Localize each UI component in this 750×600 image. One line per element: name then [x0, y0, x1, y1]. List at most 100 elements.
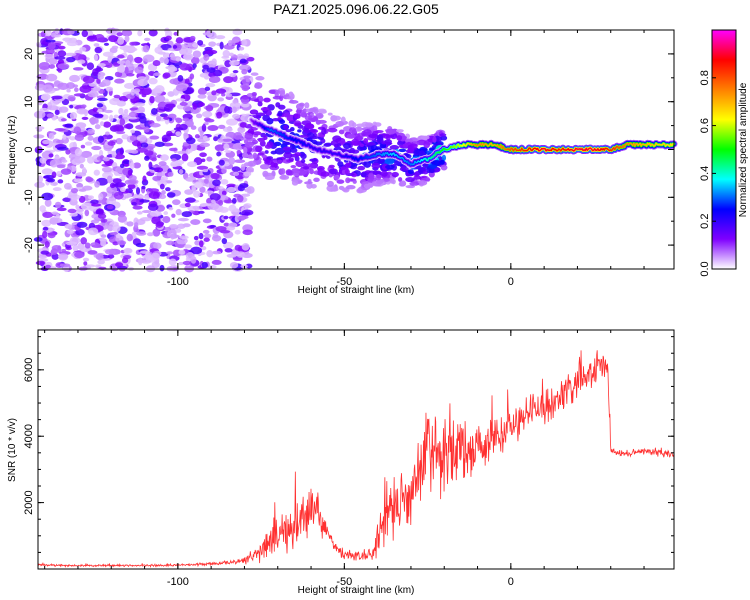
heatmap-cell — [82, 75, 95, 84]
heatmap-cell — [154, 85, 165, 94]
heatmap-cell — [35, 126, 45, 130]
heatmap-cell — [238, 46, 245, 51]
heatmap-cell — [384, 139, 393, 144]
heatmap-cell — [399, 166, 409, 172]
heatmap-cell — [169, 147, 178, 152]
heatmap-cell — [215, 225, 227, 232]
heatmap-cell — [218, 159, 225, 166]
heatmap-cell — [357, 165, 366, 171]
heatmap-cell — [216, 111, 223, 119]
heatmap-cell — [303, 166, 310, 170]
heatmap-cell — [41, 192, 54, 201]
heatmap-cell — [230, 39, 240, 44]
heatmap-cell — [84, 141, 93, 146]
heatmap-cell — [40, 250, 50, 255]
heatmap-cell — [206, 156, 213, 162]
heatmap-cell — [127, 183, 136, 190]
heatmap-cell — [354, 126, 363, 132]
heatmap-cell — [241, 152, 249, 159]
heatmap-cell — [115, 233, 121, 239]
heatmap-cell — [345, 162, 352, 168]
colorbar-gradient — [712, 30, 736, 269]
heatmap-cell — [123, 247, 133, 254]
heatmap-cell — [368, 133, 378, 139]
heatmap-cell — [126, 233, 133, 242]
heatmap-cell — [183, 132, 189, 137]
heatmap-cell — [58, 106, 69, 113]
heatmap-cell — [122, 192, 133, 199]
heatmap-cell — [79, 46, 87, 52]
heatmap-cell — [153, 242, 162, 250]
heatmap-cell — [119, 118, 126, 126]
heatmap-cell — [240, 193, 251, 197]
heatmap-cell — [140, 142, 149, 148]
heatmap-cell — [51, 211, 59, 215]
heatmap-cell — [328, 164, 335, 168]
heatmap-cell — [278, 119, 286, 125]
heatmap-cell — [117, 37, 125, 45]
heatmap-cell — [88, 82, 98, 87]
heatmap-cell — [384, 178, 390, 182]
heatmap-cell — [178, 261, 184, 266]
heatmap-cell — [335, 120, 345, 127]
heatmap-cell — [204, 86, 211, 92]
heatmap-cell — [208, 76, 221, 84]
heatmap-cell — [120, 187, 126, 193]
heatmap-cell — [216, 151, 222, 157]
heatmap-cell — [165, 187, 171, 192]
heatmap-cell — [221, 138, 233, 142]
heatmap-cell — [245, 78, 250, 83]
heatmap-cell — [124, 82, 136, 89]
heatmap-cell — [175, 228, 182, 233]
heatmap-cell — [137, 30, 143, 37]
heatmap-cell — [228, 156, 236, 165]
heatmap-cell — [113, 114, 119, 119]
heatmap-cell — [96, 78, 101, 84]
heatmap-cell — [427, 164, 438, 169]
heatmap-cell — [275, 102, 281, 108]
heatmap-cell — [324, 142, 333, 146]
heatmap-cell — [56, 207, 67, 212]
heatmap-cell — [161, 190, 166, 195]
heatmap-cell — [169, 233, 178, 239]
heatmap-cell — [94, 113, 104, 119]
heatmap-cell — [143, 126, 150, 133]
heatmap-cell — [440, 164, 448, 171]
heatmap-cell — [127, 169, 133, 176]
heatmap-cell — [54, 155, 60, 160]
heatmap-cell — [202, 229, 210, 234]
heatmap-cell — [56, 171, 62, 177]
heatmap-cell — [57, 179, 64, 184]
heatmap-cell — [57, 45, 66, 50]
y-tick-label: 2000 — [23, 490, 35, 514]
heatmap-cell — [209, 193, 221, 201]
heatmap-cell — [239, 122, 247, 128]
heatmap-cell — [279, 90, 286, 97]
heatmap-cell — [337, 161, 344, 167]
heatmap-cell — [54, 127, 66, 132]
heatmap-cell — [201, 261, 208, 269]
heatmap-cell — [219, 41, 224, 50]
heatmap-cell — [103, 109, 113, 114]
heatmap-cell — [371, 162, 381, 169]
heatmap-cell — [158, 194, 167, 200]
heatmap-cell — [66, 229, 75, 235]
heatmap-cell — [338, 129, 345, 135]
heatmap-cell — [134, 102, 146, 107]
heatmap-cell — [112, 178, 122, 184]
heatmap-cell — [69, 136, 77, 141]
heatmap-cell — [309, 168, 314, 175]
heatmap-cell — [254, 84, 261, 89]
heatmap-cell — [306, 182, 313, 189]
heatmap-cell — [261, 154, 267, 159]
heatmap-cell — [33, 110, 46, 119]
heatmap-cell — [72, 84, 79, 88]
heatmap-cell — [279, 175, 290, 180]
heatmap-cell — [94, 124, 101, 130]
heatmap-cell — [232, 99, 238, 104]
heatmap-cell — [181, 153, 189, 162]
heatmap-cell — [81, 30, 88, 38]
heatmap-cell — [114, 182, 127, 188]
heatmap-cell — [159, 264, 165, 272]
heatmap-cell — [205, 83, 216, 88]
